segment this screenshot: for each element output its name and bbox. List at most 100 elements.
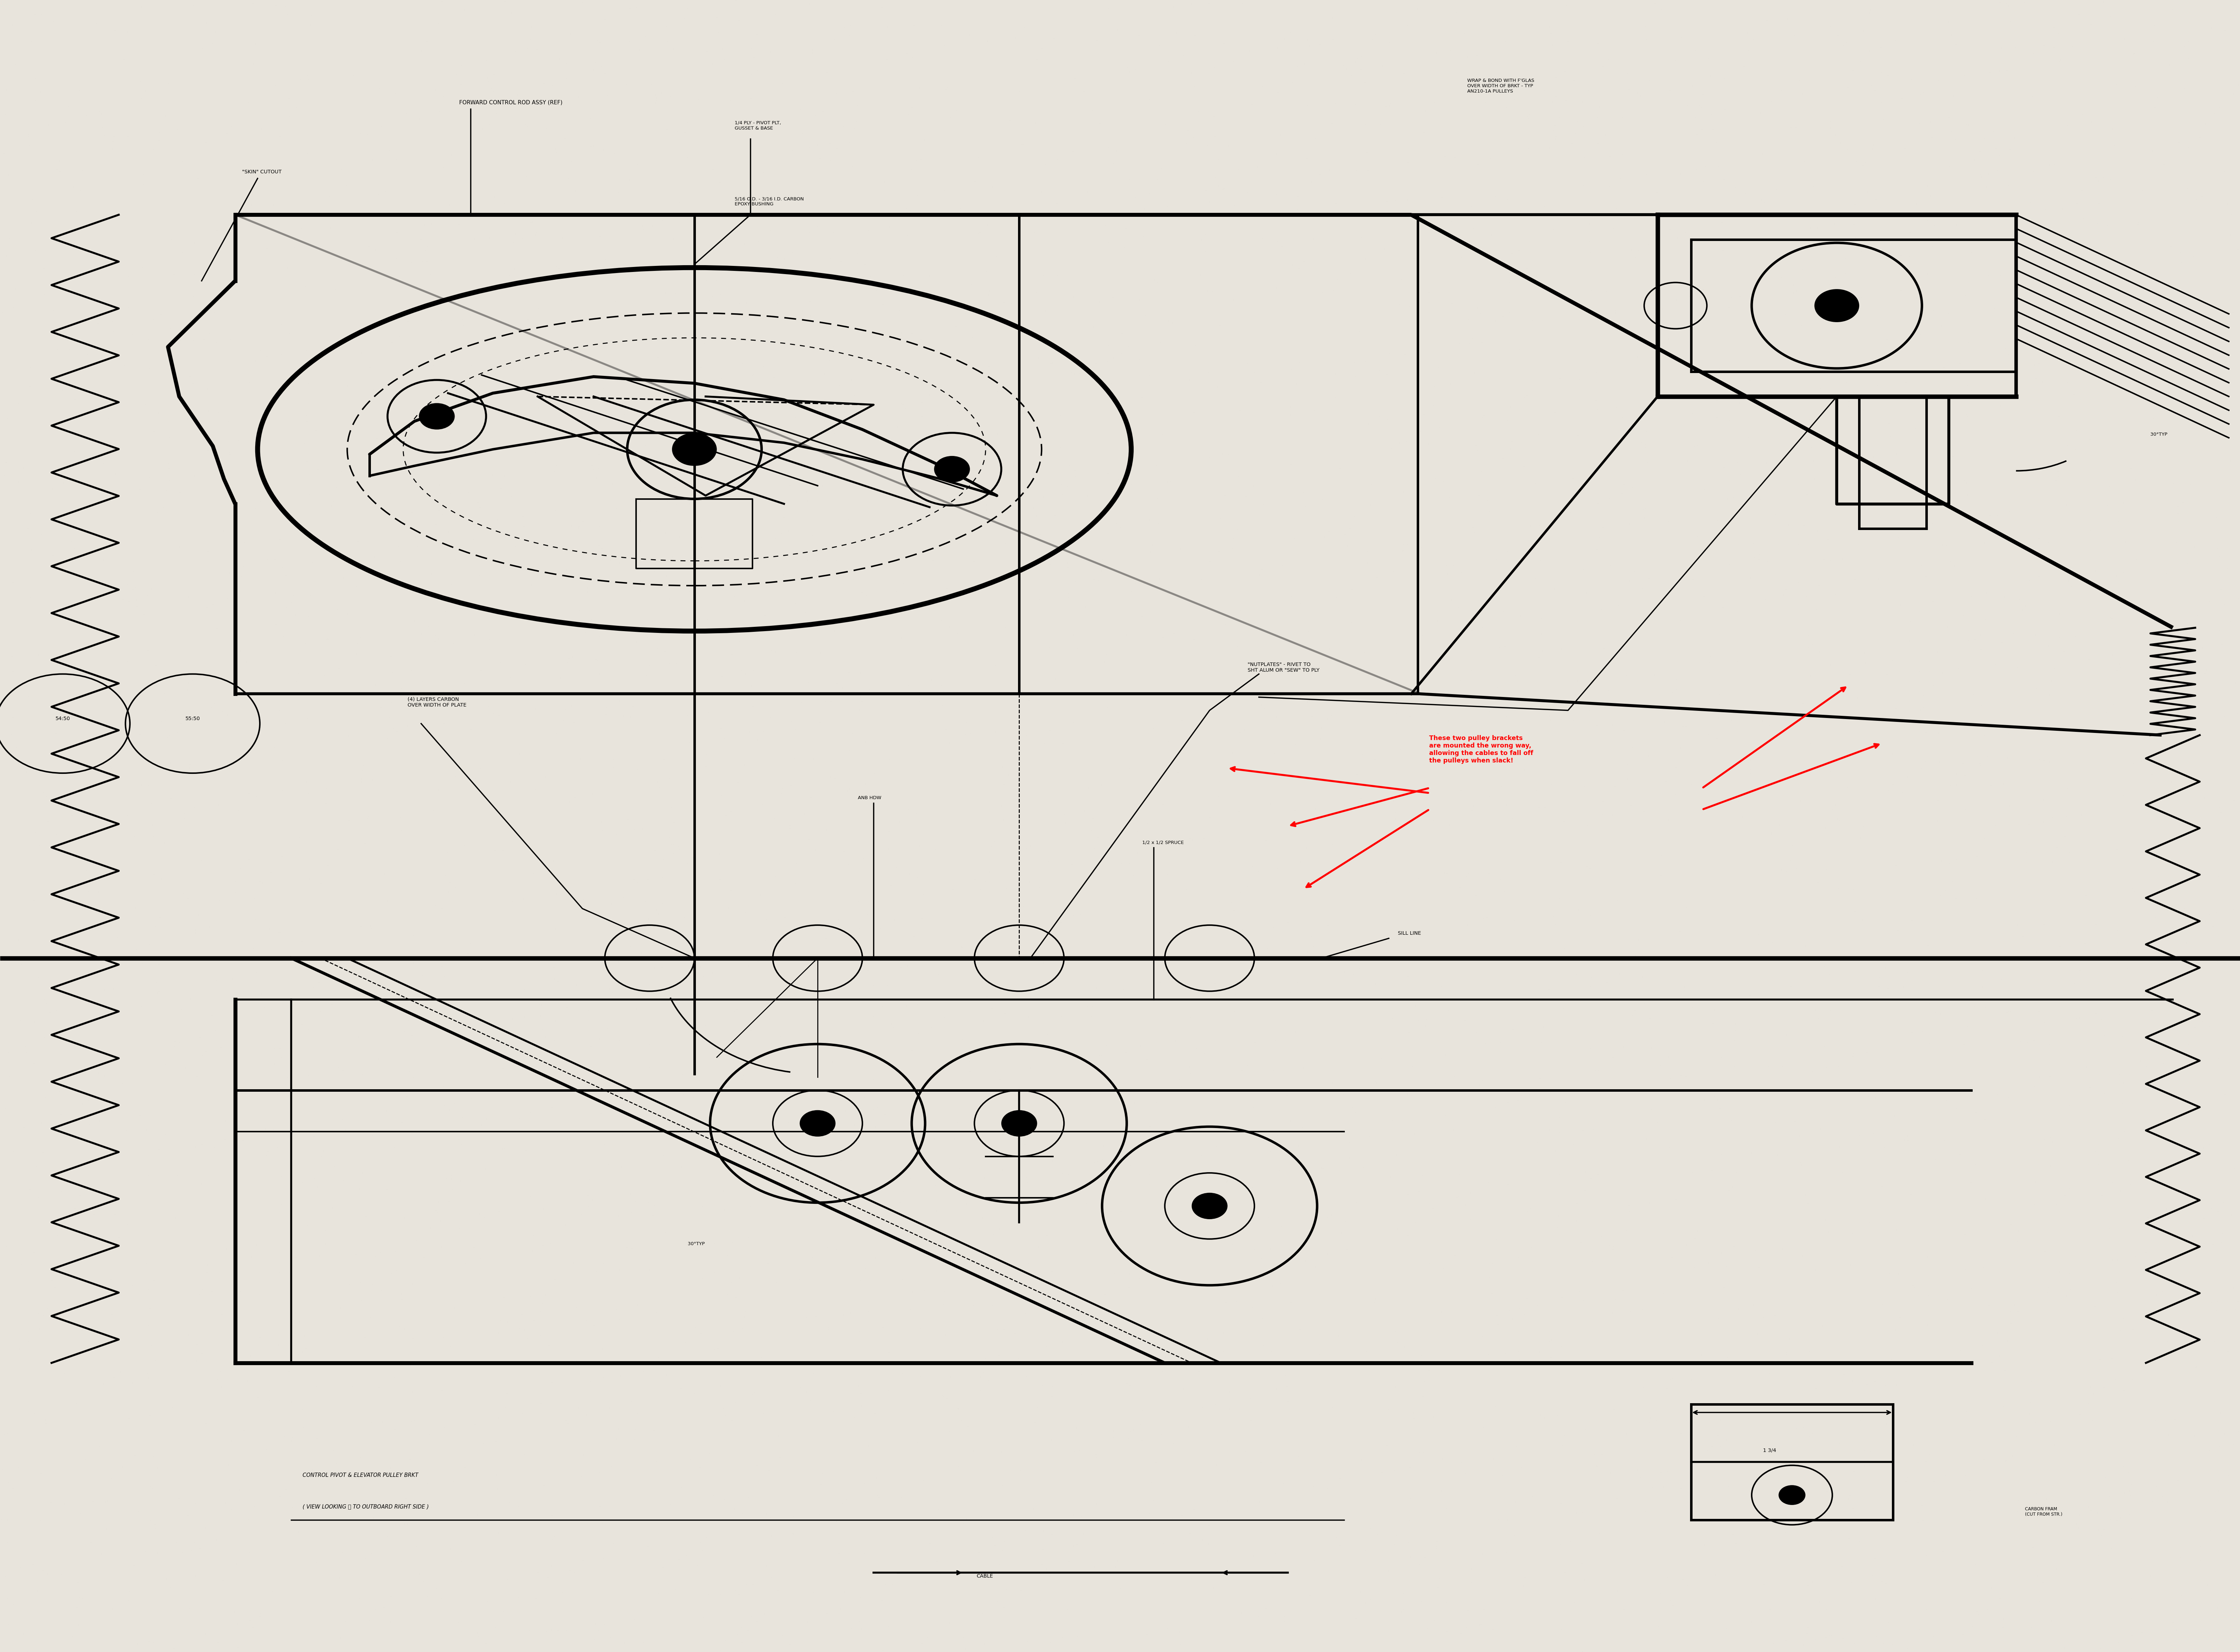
- Point: [775, 137, 811, 164]
- Point: [72, 1087, 108, 1113]
- Point: [1431, 38, 1467, 64]
- Point: [1882, 591, 1917, 618]
- Point: [27, 1406, 63, 1432]
- Point: [948, 1635, 983, 1652]
- Point: [475, 552, 511, 578]
- Point: [228, 649, 264, 676]
- Point: [2119, 545, 2155, 572]
- Point: [455, 1234, 491, 1260]
- Point: [598, 1297, 634, 1323]
- Point: [284, 928, 320, 955]
- Point: [143, 301, 179, 327]
- Point: [1490, 539, 1525, 565]
- Point: [2197, 899, 2233, 925]
- Point: [1400, 1008, 1436, 1034]
- Point: [255, 1034, 291, 1061]
- Point: [2016, 1535, 2052, 1561]
- Point: [1967, 530, 2003, 557]
- Point: [793, 783, 829, 809]
- Point: [1465, 1414, 1501, 1441]
- Point: [291, 1016, 327, 1042]
- Point: [560, 84, 596, 111]
- Point: [110, 803, 146, 829]
- Point: [871, 1376, 907, 1403]
- Point: [204, 1373, 240, 1399]
- Point: [999, 486, 1035, 512]
- Point: [1595, 215, 1631, 241]
- Point: [1024, 35, 1060, 61]
- Point: [573, 132, 609, 159]
- Point: [1969, 1488, 2005, 1515]
- Point: [894, 448, 930, 474]
- Point: [1409, 1616, 1445, 1642]
- Point: [2025, 910, 2061, 937]
- Point: [1996, 289, 2032, 316]
- Point: [1555, 466, 1590, 492]
- Point: [1156, 620, 1192, 646]
- Point: [1801, 1006, 1837, 1032]
- Point: [1938, 127, 1973, 154]
- Point: [1028, 1556, 1064, 1583]
- Point: [1962, 621, 1998, 648]
- Point: [186, 1515, 222, 1541]
- Point: [932, 484, 968, 510]
- Point: [1057, 458, 1093, 484]
- Point: [361, 1046, 396, 1072]
- Point: [529, 370, 564, 396]
- Point: [432, 349, 468, 375]
- Point: [1850, 1039, 1886, 1066]
- Point: [1472, 699, 1508, 725]
- Point: [1163, 1074, 1198, 1100]
- Point: [508, 651, 544, 677]
- Point: [1998, 712, 2034, 738]
- Point: [1635, 1474, 1671, 1500]
- Point: [278, 1300, 314, 1327]
- Point: [1534, 31, 1570, 58]
- Point: [1024, 1373, 1060, 1399]
- Point: [2063, 177, 2099, 203]
- Point: [1734, 760, 1770, 786]
- Point: [1292, 679, 1328, 705]
- Point: [1893, 608, 1929, 634]
- Point: [1051, 453, 1086, 479]
- Point: [2150, 1100, 2186, 1127]
- Point: [500, 682, 535, 709]
- Point: [1772, 847, 1808, 874]
- Point: [430, 743, 466, 770]
- Point: [1743, 99, 1779, 126]
- Point: [2202, 1432, 2238, 1459]
- Point: [513, 1183, 549, 1209]
- Point: [701, 866, 737, 892]
- Point: [1593, 1460, 1628, 1487]
- Point: [1644, 843, 1680, 869]
- Point: [1476, 183, 1512, 210]
- Point: [1286, 51, 1322, 78]
- Point: [262, 122, 298, 149]
- Point: [87, 122, 123, 149]
- Point: [703, 783, 739, 809]
- Point: [1243, 692, 1279, 719]
- Point: [289, 140, 325, 167]
- Point: [2016, 159, 2052, 185]
- Point: [1319, 1123, 1355, 1150]
- Point: [569, 578, 605, 605]
- Point: [298, 534, 334, 560]
- Point: [983, 793, 1019, 819]
- Point: [764, 780, 800, 806]
- Point: [2106, 1118, 2141, 1145]
- Point: [585, 1335, 620, 1361]
- Point: [1100, 468, 1136, 494]
- Point: [1738, 1237, 1774, 1264]
- Point: [2085, 0, 2121, 15]
- Point: [578, 362, 614, 388]
- Point: [1732, 757, 1767, 783]
- Point: [2027, 1127, 2063, 1153]
- Point: [240, 1231, 276, 1257]
- Point: [38, 157, 74, 183]
- Point: [1698, 986, 1734, 1013]
- Point: [1852, 0, 1888, 26]
- Point: [1340, 1189, 1375, 1216]
- Point: [598, 403, 634, 430]
- Point: [1375, 978, 1411, 1004]
- Point: [58, 651, 94, 677]
